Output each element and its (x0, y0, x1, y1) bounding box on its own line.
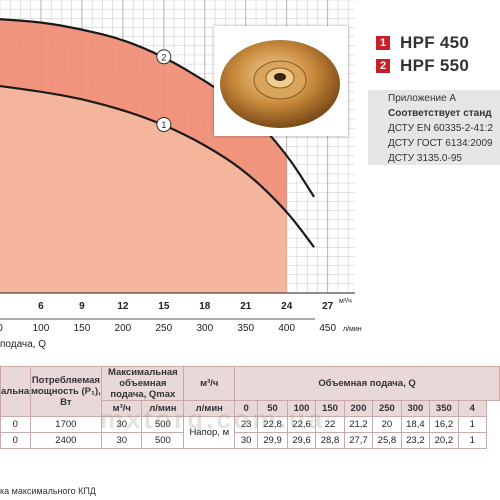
x-tick-label: 24 (281, 301, 293, 312)
standards-panel: Приложение А Соответствует станд ДСТУ EN… (368, 90, 500, 165)
x2-tick-label: 250 (156, 323, 173, 334)
curve-marker-label: 2 (161, 52, 166, 62)
curve-marker-label: 1 (161, 120, 166, 130)
legend-item-1: 1 HPF 450 (376, 33, 469, 53)
q-lmin-cell: 4 (457, 400, 488, 417)
head-cell: 16,2 (429, 416, 459, 433)
watermark: mxtorg.com.ua (100, 404, 326, 434)
x2-tick-label: 300 (196, 323, 213, 334)
chart-axes: 6 9 12 15 18 21 24 27 м³/ч 0 100 150 200 250 300 350 400… (0, 292, 362, 350)
spec-table: альная Потребляемая мощность (P₁), Вт Ма… (0, 366, 500, 488)
head-cell: 20 (372, 416, 402, 433)
head-cell: 29,6 (286, 432, 317, 449)
q-lmin-cell: 50 (257, 400, 288, 417)
x2-tick-label: 450 (319, 323, 336, 334)
cell: 0 (0, 432, 31, 449)
x-tick-label: 6 (38, 301, 44, 312)
unit-m3h-header: м³/ч (183, 366, 236, 401)
legend-item-2: 2 HPF 550 (376, 56, 469, 76)
head-cell-optimal: 18,4 (400, 416, 431, 433)
q-lmin-cell: 350 (429, 400, 459, 417)
table-row: 0 2400 30 500 30 29,9 29,6 28,8 27,7 25,… (0, 432, 500, 449)
table-row: 0 1700 30 500 Напор, м 23 22,8 22,6 22 2… (0, 416, 500, 449)
q-lmin-cell: 0 (234, 400, 259, 417)
head-cell: 22,8 (257, 416, 288, 433)
x2-axis-unit: л/мин (343, 326, 362, 333)
header-cell: альная (0, 366, 31, 417)
unit-lmin-header: л/мин (183, 400, 236, 417)
head-cell: 28,8 (315, 432, 345, 449)
head-cell: 22,6 (286, 416, 317, 433)
impeller-photo (214, 26, 348, 136)
x2-tick-label: 150 (74, 323, 91, 334)
head-cell: 25,8 (372, 432, 402, 449)
standard-line: ДСТУ ГОСТ 6134:2009 (388, 138, 493, 149)
head-cell: 21,2 (343, 416, 374, 433)
legend-number: 1 (376, 36, 390, 50)
legend-label: HPF 450 (400, 33, 470, 52)
curve-marker (156, 117, 172, 133)
head-cell: 30 (234, 432, 259, 449)
q-lmin-cell: 100 (286, 400, 317, 417)
q-lmin-cell: 250 (372, 400, 402, 417)
standard-line: ДСТУ EN 60335-2-41:2 (388, 123, 494, 134)
q-lmin-cell: 200 (343, 400, 374, 417)
standards-heading: Соответствует станд (388, 108, 492, 119)
head-cell: 1 (457, 432, 488, 449)
qmax-lmin-cell: 500 (141, 432, 185, 449)
standards-title: Приложение А (388, 93, 457, 104)
q-lmin-cell: 150 (315, 400, 345, 417)
x-axis-unit: м³/ч (339, 298, 352, 305)
x2-tick-label: 200 (115, 323, 132, 334)
operating-region-inner (0, 86, 287, 293)
footnote: ка максимального КПД (0, 486, 96, 496)
x2-tick-label: 400 (278, 323, 295, 334)
head-cell: 1 (457, 416, 488, 433)
x2-tick-label: 0 (0, 323, 3, 334)
legend-label: HPF 550 (400, 56, 470, 75)
x2-tick-label: 350 (237, 323, 254, 334)
head-cell: 23 (234, 416, 259, 433)
head-cell: 29,9 (257, 432, 288, 449)
legend-number: 2 (376, 59, 390, 73)
napor-label: Напор, м (183, 416, 236, 449)
qmax-m3h-cell: 30 (101, 432, 143, 449)
power-header: Потребляемая мощность (P₁), Вт (29, 366, 103, 417)
x-tick-label: 12 (117, 301, 129, 312)
x-tick-label: 21 (240, 301, 252, 312)
head-cell: 27,7 (343, 432, 374, 449)
head-cell-optimal: 23,2 (400, 432, 431, 449)
flow-header: Объемная подача, Q (234, 366, 500, 401)
x-tick-label: 27 (322, 301, 334, 312)
qmax-m3h-cell: 30 (101, 416, 143, 433)
qmax-lmin-cell: 500 (141, 416, 185, 433)
cell: 0 (0, 416, 31, 433)
curve-marker (156, 49, 172, 65)
max-flow-header: Максимальная объемная подача, Qmax (101, 366, 185, 401)
standard-line: ДСТУ 3135.0-95 (388, 153, 462, 164)
curve-series-1 (0, 84, 315, 248)
x-tick-label: 15 (158, 301, 170, 312)
head-cell: 20,2 (429, 432, 459, 449)
q-lmin-cell: 300 (400, 400, 431, 417)
power-cell: 2400 (29, 432, 103, 449)
x-tick-label: 18 (199, 301, 211, 312)
x-axis-title: подача, Q (0, 339, 46, 350)
x2-tick-label: 100 (33, 323, 50, 334)
power-cell: 1700 (29, 416, 103, 433)
x-tick-label: 9 (79, 301, 85, 312)
